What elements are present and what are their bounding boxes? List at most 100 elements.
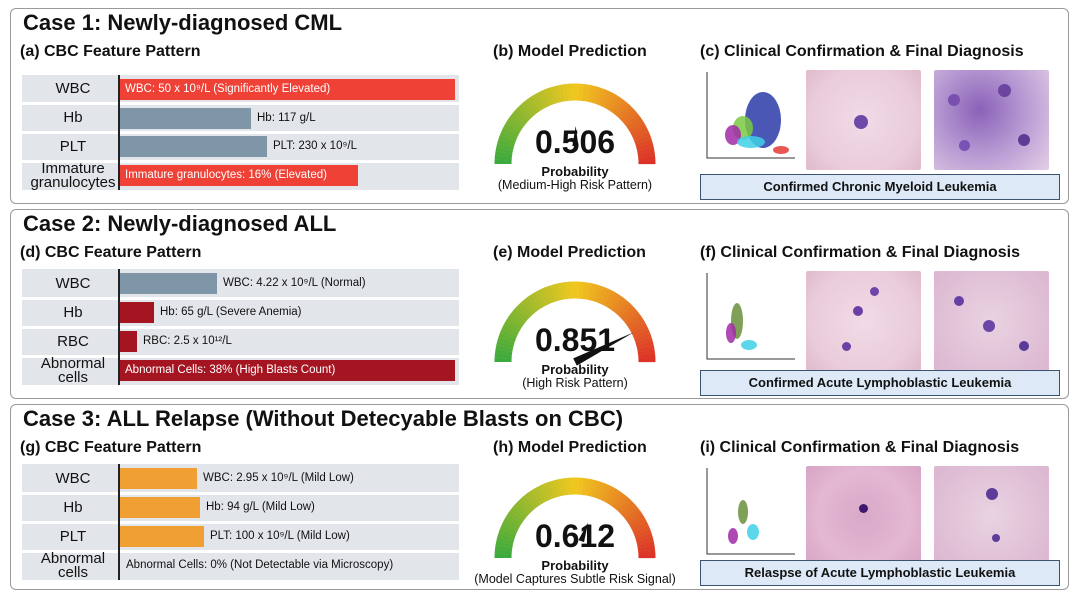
risk-label: (Medium-High Risk Pattern) bbox=[497, 178, 653, 192]
row-separator bbox=[22, 159, 459, 163]
plot-axes bbox=[706, 468, 795, 555]
cbc-bar bbox=[120, 107, 251, 129]
gauge-arc-segment bbox=[518, 302, 533, 318]
risk-label: (Model Captures Subtle Risk Signal) bbox=[474, 572, 676, 586]
gauge-arc-segment bbox=[609, 490, 623, 507]
row-label: WBC bbox=[55, 469, 91, 487]
bar-value-label: PLT: 100 x 10⁹/L (Mild Low) bbox=[210, 530, 350, 542]
cbc-bar bbox=[120, 526, 204, 547]
gauge-arc-segment bbox=[521, 299, 536, 315]
gauge-arc-segment bbox=[554, 283, 562, 301]
row-label: Abnormal cells bbox=[40, 549, 106, 581]
gauge-arc-segment bbox=[624, 507, 641, 521]
blood-smear-image bbox=[806, 70, 921, 170]
gauge-arc-segment bbox=[531, 292, 544, 309]
gauge-arc-segment bbox=[614, 495, 629, 511]
cell-nucleus bbox=[948, 94, 960, 106]
row-separator bbox=[22, 131, 459, 134]
gauge-needle bbox=[572, 126, 579, 147]
row-label: Abnormal cells bbox=[40, 354, 106, 386]
cell-cluster bbox=[773, 146, 789, 154]
cbc-axis bbox=[118, 464, 120, 580]
risk-label: (High Risk Pattern) bbox=[522, 376, 628, 390]
gauge-arc-segment bbox=[521, 101, 536, 117]
bar-value-label: Hb: 117 g/L bbox=[257, 111, 316, 124]
bone-marrow-image bbox=[934, 70, 1049, 170]
prediction-title: (b) Model Prediction bbox=[493, 43, 647, 60]
cell-cluster bbox=[741, 340, 757, 350]
row-label: WBC bbox=[55, 80, 91, 98]
cell-nucleus bbox=[853, 306, 863, 316]
cbc-bar bbox=[120, 273, 217, 294]
row-label: Hb bbox=[63, 109, 83, 127]
gauge-arc-segment bbox=[512, 308, 528, 323]
gauge-arc-segment bbox=[527, 96, 541, 113]
gauge-arc-segment bbox=[521, 495, 536, 511]
risk-gauge bbox=[494, 477, 656, 559]
cell-cluster bbox=[726, 323, 736, 343]
cbc-bar bbox=[120, 468, 197, 489]
blood-smear-image bbox=[806, 271, 921, 371]
flow-cytometry-plot bbox=[706, 468, 795, 555]
gauge-arc-segment bbox=[527, 294, 541, 311]
row-label: Hb bbox=[63, 303, 83, 321]
cbc-title: (g) CBC Feature Pattern bbox=[20, 439, 202, 456]
risk-gauge bbox=[494, 281, 656, 366]
cell-cluster bbox=[747, 524, 759, 540]
gauge-arc-segment bbox=[603, 486, 616, 504]
row-separator bbox=[22, 520, 459, 524]
diagnosis-box: Confirmed Chronic Myeloid Leukemia bbox=[700, 174, 1060, 200]
bar-value-label: Hb: 65 g/L (Severe Anemia) bbox=[160, 306, 302, 318]
cbc-bar bbox=[120, 165, 358, 187]
gauge-arc-segment bbox=[518, 498, 533, 514]
cbc-bar bbox=[120, 78, 455, 100]
cbc-bar bbox=[120, 331, 137, 352]
gauge-arc-segment bbox=[619, 107, 635, 122]
probability-label: Probability bbox=[541, 164, 609, 179]
cbc-bar bbox=[120, 360, 455, 381]
cell-nucleus bbox=[1018, 134, 1030, 146]
gauge-arc-segment bbox=[594, 285, 604, 303]
cell-nucleus bbox=[983, 320, 995, 332]
gauge-arc-segment bbox=[603, 92, 616, 110]
probability-value: 0.851 bbox=[534, 322, 616, 358]
gauge-arc-segment bbox=[558, 84, 566, 102]
flow-cytometry-plot bbox=[706, 72, 795, 159]
gauge-arc-segment bbox=[512, 504, 528, 519]
row-separator bbox=[22, 296, 459, 300]
gauge-arc-segment bbox=[622, 308, 638, 323]
gauge-arc-segment bbox=[542, 286, 553, 305]
cbc-bar bbox=[120, 302, 154, 323]
gauge-arc-segment bbox=[617, 302, 633, 318]
gauge-arc-segment bbox=[512, 110, 528, 125]
bar-value-label: WBC: 50 x 10⁹/L (Significantly Elevated) bbox=[125, 82, 331, 95]
gauge-arc-segment bbox=[524, 492, 538, 509]
gauge-arc-segment bbox=[588, 85, 596, 103]
blood-smear-image bbox=[806, 466, 921, 566]
bar-value-label: Abnormal Cells: 0% (Not Detectable via M… bbox=[126, 559, 394, 571]
gauge-arc-segment bbox=[591, 284, 601, 302]
cell-nucleus bbox=[986, 488, 998, 500]
gauge-arc-segment bbox=[550, 480, 559, 498]
bar-value-label: RBC: 2.5 x 10¹²/L bbox=[143, 335, 232, 347]
gauge-arc-segment bbox=[515, 500, 531, 516]
diagnosis-box: Confirmed Acute Lymphoblastic Leukemia bbox=[700, 370, 1060, 396]
row-separator bbox=[22, 491, 459, 495]
gauge-arc-segment bbox=[562, 281, 569, 300]
gauge-arc-segment bbox=[597, 286, 608, 305]
gauge-arc-segment bbox=[606, 94, 619, 111]
gauge-arc-segment bbox=[538, 90, 550, 108]
cell-cluster bbox=[728, 528, 738, 544]
case-title: Case 1: Newly-diagnosed CML bbox=[23, 10, 343, 35]
bone-marrow-image bbox=[934, 466, 1049, 566]
gauge-arc-segment bbox=[527, 490, 541, 507]
row-label: PLT bbox=[59, 137, 87, 155]
bar-value-label: PLT: 230 x 10⁹/L bbox=[273, 140, 357, 153]
gauge-arc-segment bbox=[546, 87, 556, 105]
gauge-arc-segment bbox=[558, 478, 566, 496]
gauge-arc-segment bbox=[534, 290, 547, 308]
row-separator bbox=[22, 354, 459, 358]
plot-axes bbox=[706, 273, 795, 360]
gauge-arc-segment bbox=[609, 294, 623, 311]
gauge-arc-segment bbox=[612, 296, 626, 313]
